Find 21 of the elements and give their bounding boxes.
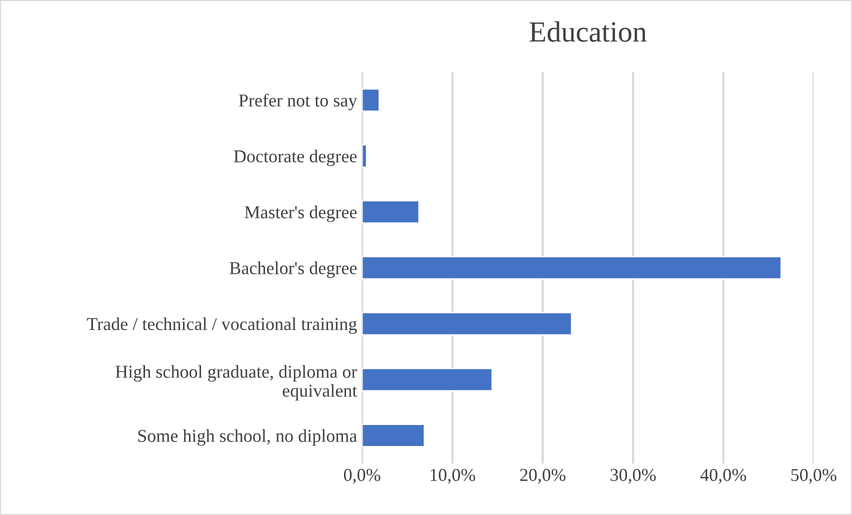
- y-tick-label: High school graduate, diploma or equivalent: [116, 365, 358, 400]
- bar: [362, 144, 368, 168]
- x-tick-label: 30,0%: [610, 468, 656, 484]
- bar: [362, 256, 782, 280]
- y-tick-label: Prefer not to say: [238, 94, 358, 110]
- y-tick-label: Master's degree: [244, 206, 357, 222]
- y-tick-label: Bachelor's degree: [230, 262, 357, 278]
- x-tick-label: 40,0%: [700, 468, 746, 484]
- x-tick-label: 10,0%: [430, 468, 476, 484]
- x-tick-label: 20,0%: [520, 468, 566, 484]
- y-tick-label: Doctorate degree: [234, 150, 357, 166]
- bar: [362, 88, 380, 112]
- y-tick-label: Some high school, no diploma: [138, 429, 357, 446]
- x-tick-label: 0,0%: [344, 468, 380, 484]
- bar: [362, 312, 572, 336]
- bar: [362, 424, 426, 448]
- chart-title: Education: [530, 21, 647, 42]
- bar: [362, 368, 493, 392]
- bar: [362, 200, 420, 224]
- x-tick-label: 50,0%: [791, 468, 836, 484]
- y-tick-label: Trade / technical / vocational training: [86, 317, 357, 334]
